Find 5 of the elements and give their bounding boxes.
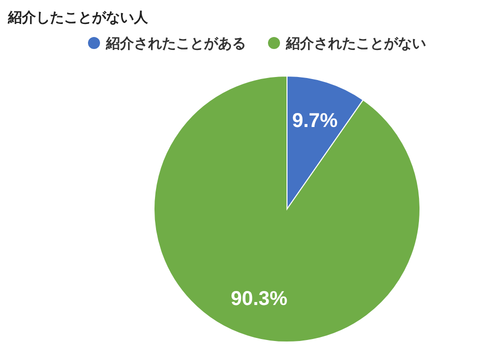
data-label: 9.7% [292, 110, 338, 132]
data-label: 90.3% [230, 288, 288, 310]
chart-title: 紹介したことがない人 [7, 9, 149, 25]
legend-label: 紹介されたことがない [285, 35, 426, 51]
legend-label: 紹介されたことがある [105, 35, 246, 51]
